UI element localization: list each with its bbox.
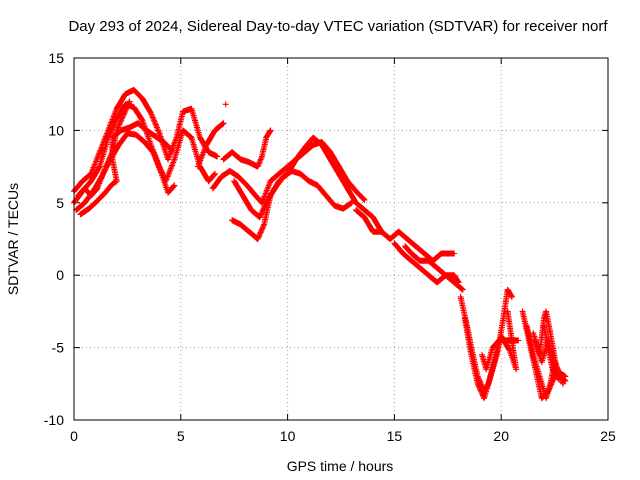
- x-tick-label: 15: [387, 428, 403, 444]
- data-point-markers: [479, 337, 522, 373]
- data-point-markers: [194, 120, 227, 170]
- x-tick-label: 20: [493, 428, 509, 444]
- series-track-12: [353, 207, 458, 264]
- data-point-markers: [540, 322, 562, 383]
- series-track-10: [231, 167, 355, 221]
- series-track-9: [220, 127, 274, 170]
- series-track-11: [229, 134, 385, 242]
- data-point-markers: [229, 134, 385, 242]
- series-track-16: [461, 286, 515, 402]
- data-marks: [71, 86, 569, 402]
- y-tick-label: -10: [44, 412, 64, 428]
- data-point-markers: [402, 243, 462, 286]
- series-track-14: [402, 243, 462, 286]
- x-tick-label: 5: [177, 428, 185, 444]
- series-track-21: [532, 337, 560, 380]
- x-tick-label: 10: [280, 428, 296, 444]
- y-tick-label: 5: [56, 195, 64, 211]
- plot-frame: [73, 57, 609, 421]
- series-track-17: [479, 337, 522, 373]
- data-point-markers: [231, 167, 355, 221]
- data-point-markers: [532, 337, 560, 380]
- chart-title: Day 293 of 2024, Sidereal Day-to-day VTE…: [68, 18, 608, 35]
- series-track-5: [75, 98, 133, 199]
- x-axis-ticks: 0 5 10 15 20 25: [70, 58, 616, 444]
- series-track-7: [222, 101, 229, 108]
- y-tick-label: 0: [56, 267, 64, 283]
- data-point-markers: [353, 207, 458, 264]
- data-point-markers: [222, 101, 229, 108]
- data-point-markers: [75, 98, 133, 199]
- series-track-6: [194, 120, 227, 170]
- y-tick-label: 10: [48, 122, 64, 138]
- y-tick-label: -5: [52, 340, 65, 356]
- series-track-13: [391, 240, 466, 293]
- series-track-22: [540, 322, 562, 383]
- grid-lines: [74, 58, 608, 420]
- x-tick-label: 25: [600, 428, 616, 444]
- data-point-markers: [220, 127, 274, 170]
- x-axis-label: GPS time / hours: [287, 458, 394, 474]
- data-point-markers: [461, 286, 515, 402]
- x-tick-label: 0: [70, 428, 78, 444]
- y-axis-label: SDTVAR / TECUs: [5, 183, 21, 295]
- y-tick-label: 15: [48, 50, 64, 66]
- data-point-markers: [391, 240, 466, 293]
